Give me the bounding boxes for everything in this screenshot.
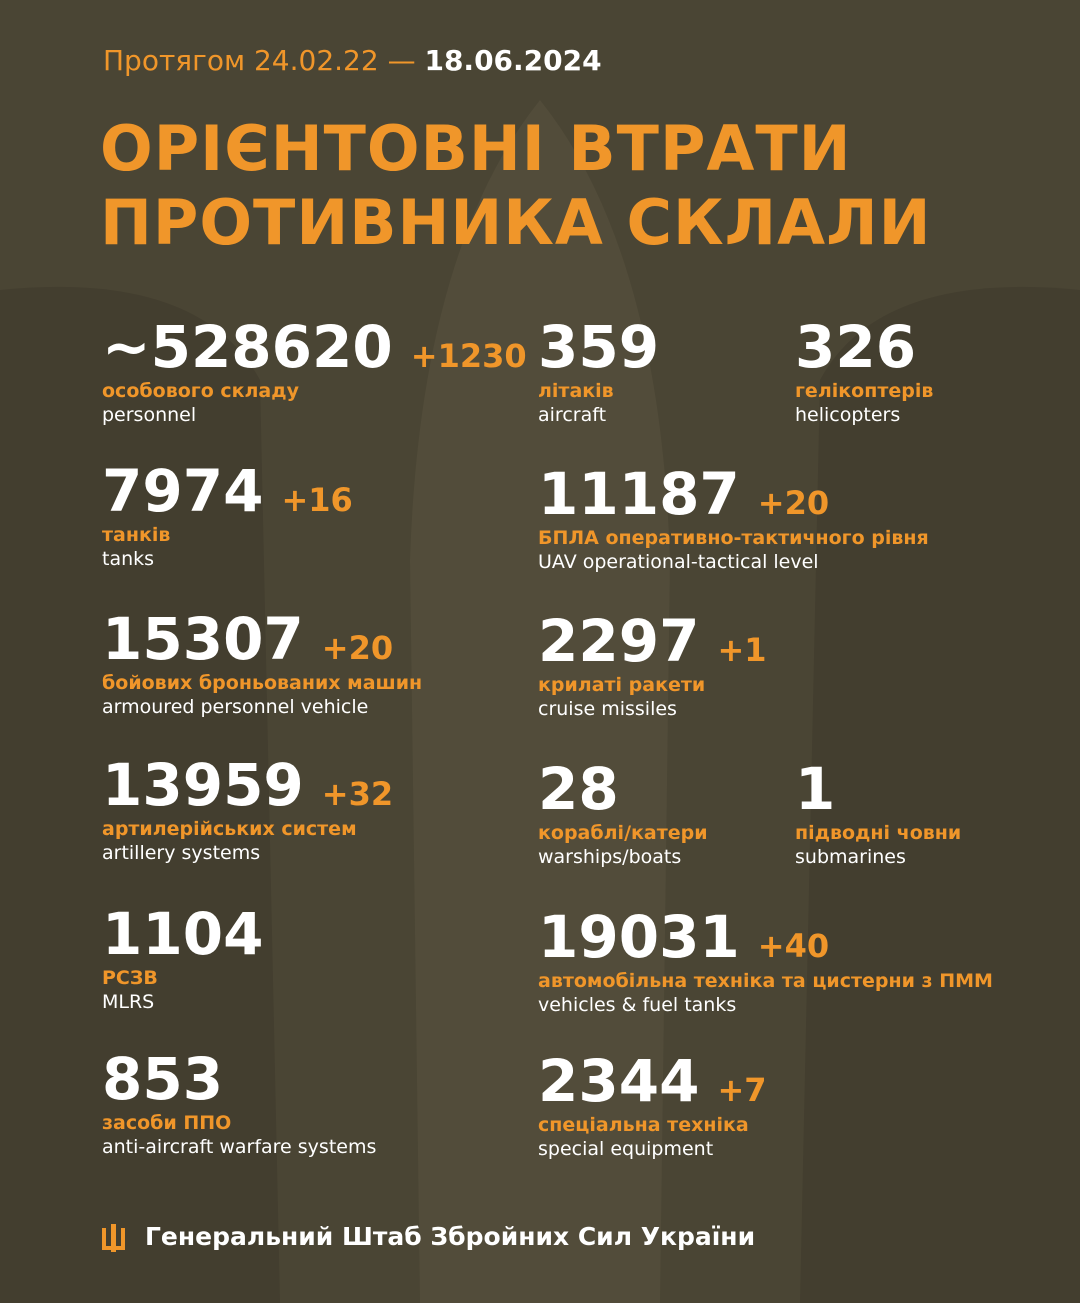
label-uk: особового складу	[102, 380, 299, 402]
shape	[0, 286, 280, 1303]
stat-row: 1	[795, 760, 961, 818]
stat-value: 326	[795, 313, 917, 381]
stat-delta: +7	[717, 1071, 767, 1109]
stat-row: 7974 +16	[102, 462, 353, 520]
date: 18.06.2024	[424, 44, 602, 77]
stat-item: ~528620 +1230 особового складу personnel	[102, 318, 527, 426]
stat-value: 19031	[538, 903, 740, 971]
stat-row: 13959 +32	[102, 756, 393, 814]
stat-row: 28	[538, 760, 708, 818]
stat-row: 2297 +1	[538, 612, 767, 670]
stat-value: 2344	[538, 1047, 700, 1115]
stat-item: 1104 РСЗВ MLRS	[102, 905, 263, 1013]
stat-delta: +32	[321, 775, 394, 813]
stat-item: 359 літаків aircraft	[538, 318, 659, 426]
label-en: tanks	[102, 548, 155, 570]
label-uk: засоби ППО	[102, 1112, 232, 1134]
stat-value: 359	[538, 313, 660, 381]
label-uk: БПЛА оперативно-тактичного рівня	[538, 527, 929, 549]
label-uk: спеціальна техніка	[538, 1114, 749, 1136]
label-en: cruise missiles	[538, 698, 677, 720]
label-uk: крилаті ракети	[538, 674, 706, 696]
label-en: MLRS	[102, 991, 155, 1013]
trident-icon	[102, 1224, 125, 1252]
stat-item: 11187 +20 БПЛА оперативно-тактичного рівня…	[538, 465, 929, 573]
label-en: special equipment	[538, 1138, 714, 1160]
stat-value: ~528620	[102, 313, 393, 381]
stat-item: 13959 +32 артилерійських систем artillery s…	[102, 756, 393, 864]
title-line: ОРІЄНТОВНІ ВТРАТИ	[100, 112, 852, 185]
stat-delta: +1	[717, 631, 767, 669]
stat-delta: +16	[281, 481, 353, 519]
label-uk: підводні човни	[795, 822, 962, 844]
stat-item: 7974 +16 танків tanks	[102, 462, 353, 570]
footer: Генеральний Штаб Збройних Сил України	[145, 1222, 756, 1251]
stat-value: 11187	[538, 460, 740, 528]
label-en: artillery systems	[102, 842, 261, 864]
stat-row: ~528620 +1230	[102, 318, 527, 376]
label-en: armoured personnel vehicle	[102, 696, 369, 718]
stat-value: 1	[795, 755, 836, 823]
label-en: vehicles & fuel tanks	[538, 994, 737, 1016]
stat-value: 28	[538, 755, 619, 823]
label-en: aircraft	[538, 404, 607, 426]
stat-delta: +20	[321, 629, 394, 667]
stat-item: 28 кораблі/катери warships/boats	[538, 760, 708, 868]
label-uk: бойових броньованих машин	[102, 672, 423, 694]
stat-delta: +40	[757, 927, 830, 965]
stat-item: 2297 +1 крилаті ракети cruise missiles	[538, 612, 767, 720]
label-uk: літаків	[538, 380, 614, 402]
stat-row: 326	[795, 318, 933, 376]
stat-delta: +20	[757, 484, 830, 522]
label-uk: танків	[102, 524, 171, 546]
stat-row: 359	[538, 318, 659, 376]
label-en: submarines	[795, 846, 906, 868]
label-en: warships/boats	[538, 846, 682, 868]
stat-delta: +1230	[410, 337, 527, 375]
stat-item: 19031 +40 автомобільна техніка та цистерни…	[538, 908, 993, 1016]
stat-row: 853	[102, 1050, 376, 1108]
period-text: Протягом 24.02.22 —	[103, 44, 425, 77]
stat-value: 7974	[102, 457, 264, 525]
label-en: personnel	[102, 404, 197, 426]
label-en: helicopters	[795, 404, 901, 426]
stat-row: 15307 +20	[102, 610, 422, 668]
label-uk: кораблі/катери	[538, 822, 708, 844]
stat-value: 15307	[102, 605, 304, 673]
stat-item: 15307 +20 бойових броньованих машин armoure…	[102, 610, 422, 718]
stat-item: 326 гелікоптерів helicopters	[795, 318, 933, 426]
stat-item: 853 засоби ППО anti-aircraft warfare syste…	[102, 1050, 376, 1158]
stat-item: 1 підводні човни submarines	[795, 760, 961, 868]
stat-row: 1104	[102, 905, 263, 963]
period: Протягом 24.02.22 — 18.06.2024	[103, 44, 602, 77]
shape	[410, 100, 670, 1303]
stat-value: 13959	[102, 751, 304, 819]
stat-value: 1104	[102, 900, 264, 968]
stat-row: 11187 +20	[538, 465, 929, 523]
stat-item: 2344 +7 спеціальна техніка special equipmen…	[538, 1052, 767, 1160]
label-uk: артилерійських систем	[102, 818, 357, 840]
stat-row: 2344 +7	[538, 1052, 767, 1110]
label-uk: РСЗВ	[102, 967, 158, 989]
label-en: anti-aircraft warfare systems	[102, 1136, 377, 1158]
label-en: UAV operational-tactical level	[538, 551, 819, 573]
stat-value: 2297	[538, 607, 700, 675]
shape	[800, 286, 1080, 1303]
title-line: ПРОТИВНИКА СКЛАЛИ	[100, 186, 932, 259]
label-uk: гелікоптерів	[795, 380, 934, 402]
label-uk: автомобільна техніка та цистерни з ПММ	[538, 970, 993, 992]
stat-value: 853	[102, 1045, 224, 1113]
stat-row: 19031 +40	[538, 908, 993, 966]
